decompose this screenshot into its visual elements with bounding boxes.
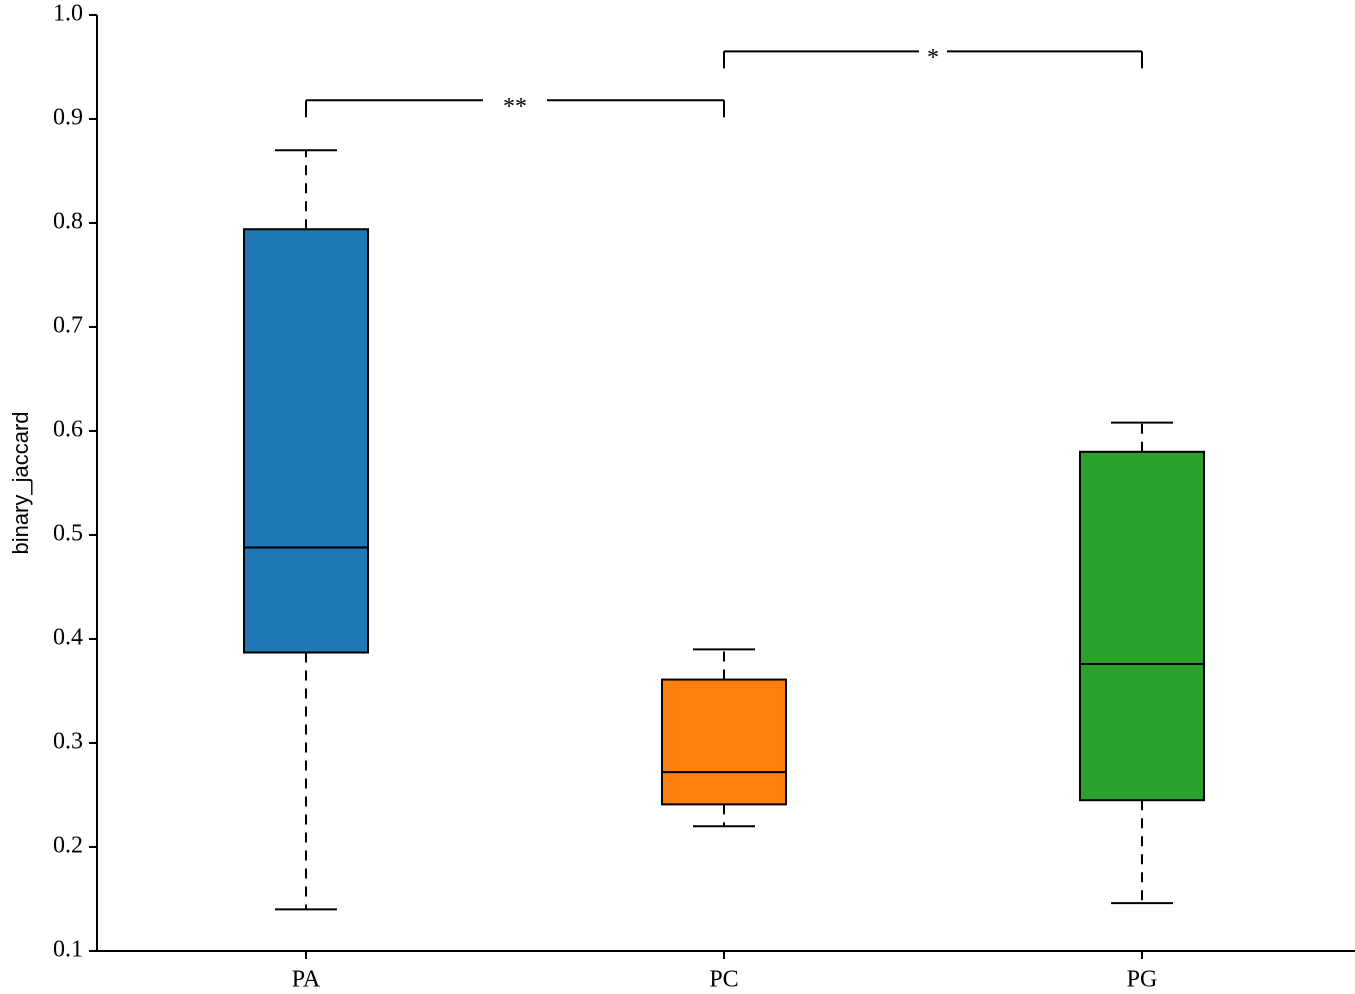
y-tick-label: 0.2 — [53, 833, 83, 859]
x-axis: PA PC PG — [97, 950, 1355, 993]
y-tick-label: 0.7 — [53, 313, 83, 339]
y-axis-title: binary_jaccard — [8, 411, 33, 554]
sig-bracket: ** — [305, 94, 725, 120]
y-axis: 0.1 0.2 0.3 0.4 0.5 0.6 0.7 0.8 0.9 1.0 binary_ja… — [8, 1, 98, 963]
sig-bracket: * — [723, 45, 1143, 71]
y-tick-label: 0.5 — [53, 521, 83, 547]
box-iqr — [243, 228, 369, 654]
box-pc — [661, 648, 787, 828]
y-tick-label: 0.8 — [53, 209, 83, 235]
y-tick-label: 0.3 — [53, 729, 83, 755]
significance-brackets: *** — [305, 45, 1143, 120]
y-ticks: 0.1 0.2 0.3 0.4 0.5 0.6 0.7 0.8 0.9 1.0 — [53, 1, 97, 963]
boxes — [243, 149, 1205, 911]
x-ticks: PA PC PG — [292, 951, 1158, 993]
x-tick-label: PG — [1127, 967, 1158, 993]
y-tick-label: 0.1 — [53, 937, 83, 963]
box-iqr — [1079, 450, 1205, 802]
x-tick-label: PA — [292, 967, 321, 993]
y-tick-label: 0.9 — [53, 105, 83, 131]
box-iqr — [661, 678, 787, 806]
y-tick-label: 0.6 — [53, 417, 83, 443]
box-pg — [1079, 421, 1205, 905]
y-tick-label: 0.4 — [53, 625, 83, 651]
box-pa — [243, 149, 369, 911]
sig-label: ** — [503, 94, 527, 120]
y-tick-label: 1.0 — [53, 1, 83, 27]
x-tick-label: PC — [709, 967, 738, 993]
sig-label: * — [927, 45, 939, 71]
